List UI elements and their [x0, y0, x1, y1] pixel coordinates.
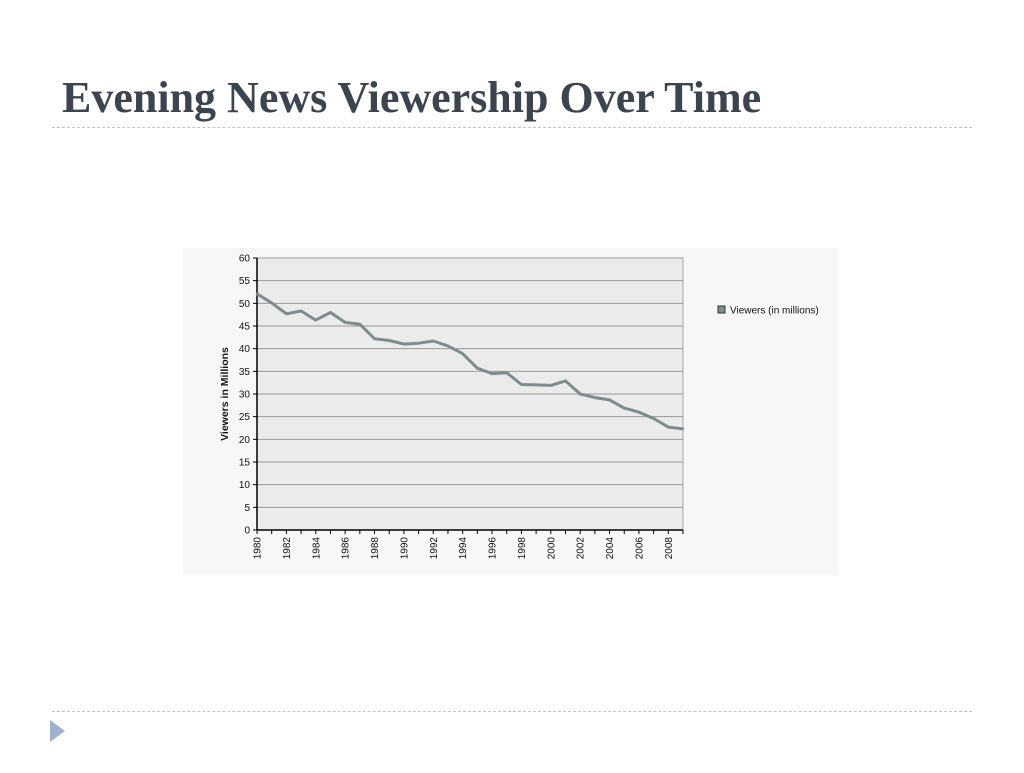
- data-point: [652, 417, 655, 420]
- data-point: [461, 352, 464, 355]
- data-point: [564, 379, 567, 383]
- data-point: [520, 383, 523, 386]
- data-point: [593, 396, 597, 399]
- data-point: [505, 371, 508, 374]
- y-tick-label: 10: [239, 480, 251, 491]
- data-point: [358, 322, 362, 326]
- y-tick-label: 60: [239, 254, 251, 265]
- x-tick-label: 1988: [370, 537, 381, 560]
- y-tick-label: 25: [239, 412, 251, 423]
- x-tick-label: 2000: [546, 537, 557, 560]
- series-line: [256, 292, 684, 431]
- y-tick-label: 0: [244, 526, 250, 537]
- x-tick-label: 1992: [429, 537, 440, 560]
- data-point: [667, 425, 670, 429]
- y-tick-label: 15: [239, 458, 251, 469]
- data-point: [549, 384, 552, 387]
- data-point: [373, 337, 376, 340]
- data-point: [417, 342, 420, 345]
- slide-title: Evening News Viewership Over Time: [62, 73, 762, 122]
- x-tick-label: 1984: [311, 537, 322, 560]
- x-tick-label: 1996: [488, 537, 499, 560]
- footer-divider: [52, 711, 972, 712]
- data-point: [490, 372, 494, 375]
- y-tick-label: 40: [239, 344, 251, 355]
- data-point: [299, 309, 303, 313]
- data-point: [388, 339, 391, 342]
- data-point: [637, 410, 641, 414]
- y-tick-label: 50: [239, 299, 251, 310]
- x-tick-label: 1980: [253, 537, 264, 560]
- data-point: [534, 383, 538, 387]
- x-tick-label: 1986: [341, 537, 352, 560]
- y-tick-label: 5: [244, 503, 250, 514]
- legend-swatch: [717, 305, 726, 314]
- legend: Viewers (in millions): [717, 305, 819, 317]
- y-tick-label: 20: [239, 435, 251, 446]
- y-tick-label: 55: [239, 276, 251, 287]
- data-point: [623, 406, 626, 410]
- data-point: [270, 301, 273, 305]
- data-point: [432, 339, 435, 343]
- y-tick-label: 45: [239, 322, 251, 333]
- data-point: [476, 366, 479, 370]
- data-point: [681, 427, 685, 431]
- x-tick-label: 2008: [664, 537, 675, 560]
- triangle-right-icon[interactable]: [50, 720, 65, 742]
- y-axis-label: Viewers in Millions: [219, 347, 231, 441]
- x-tick-label: 1998: [517, 537, 528, 560]
- data-point: [329, 311, 332, 314]
- x-tick-label: 2002: [576, 537, 587, 560]
- y-tick-label: 35: [239, 367, 251, 378]
- data-point: [578, 392, 582, 396]
- data-point: [608, 398, 611, 402]
- y-tick-label: 30: [239, 390, 251, 401]
- x-tick-label: 1982: [282, 537, 293, 560]
- data-point: [402, 342, 406, 346]
- data-point: [314, 318, 317, 322]
- x-tick-label: 1990: [399, 537, 410, 560]
- data-point: [343, 321, 347, 324]
- x-tick-label: 1994: [458, 537, 469, 560]
- title-divider: [52, 127, 972, 128]
- x-tick-label: 2004: [605, 537, 616, 560]
- data-point: [255, 292, 259, 296]
- x-tick-label: 2006: [634, 537, 645, 560]
- legend-label: Viewers (in millions): [730, 306, 819, 317]
- data-point: [285, 312, 288, 315]
- data-point: [446, 344, 450, 348]
